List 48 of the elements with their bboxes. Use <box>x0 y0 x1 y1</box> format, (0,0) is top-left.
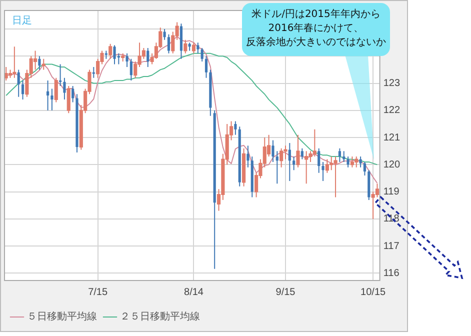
candlestick <box>38 56 41 70</box>
candlestick <box>59 64 62 86</box>
candlestick <box>126 52 128 68</box>
x-tick-label: 7/15 <box>88 286 108 298</box>
candlestick <box>288 142 291 182</box>
candlestick <box>163 28 166 40</box>
candlestick <box>300 148 304 160</box>
candlestick <box>113 44 116 65</box>
candlestick <box>92 66 95 78</box>
candlestick <box>17 69 20 98</box>
candlestick <box>196 42 200 54</box>
candlestick <box>363 161 366 176</box>
annotation: 反落余地が大きいのではないか <box>245 36 387 50</box>
candlestick <box>246 145 250 168</box>
candlestick <box>276 150 278 184</box>
candlestick <box>167 34 170 54</box>
legend-label: ５日移動平均線 <box>27 310 97 323</box>
legend-label: ２５日移動平均線 <box>120 310 200 323</box>
y-tick-label: 123 <box>383 78 400 90</box>
candlestick <box>46 80 50 111</box>
candlestick <box>72 85 74 103</box>
annotation: 日足 <box>12 16 32 27</box>
candlestick <box>130 58 132 82</box>
candlestick <box>292 156 296 171</box>
y-tick-label: 116 <box>383 268 400 279</box>
annotation: 米ドル/円は2015年年内から <box>250 8 382 22</box>
candlestick <box>200 47 204 62</box>
x-tick-label: 10/15 <box>360 286 386 298</box>
y-tick-label: 119 <box>383 186 400 198</box>
candlestick <box>359 156 362 168</box>
candlestick <box>318 148 320 174</box>
x-tick-label: 8/14 <box>184 286 204 298</box>
candlestick <box>204 56 208 78</box>
candlestick <box>50 88 54 111</box>
candlestick <box>63 77 66 100</box>
candlestick <box>234 120 237 136</box>
y-tick-label: 121 <box>383 132 400 144</box>
candlestick <box>322 161 324 182</box>
candlestick <box>21 80 24 100</box>
candlestick <box>346 156 350 168</box>
x-tick-label: 9/15 <box>276 286 296 298</box>
annotation: 2016年春にかけて、 <box>267 22 365 36</box>
y-tick-label: 122 <box>383 105 400 116</box>
candlestick <box>272 140 274 162</box>
y-tick-label: 117 <box>383 240 400 252</box>
candlestick <box>338 148 341 162</box>
y-tick-label: 120 <box>383 159 400 170</box>
candlestick <box>146 47 150 68</box>
